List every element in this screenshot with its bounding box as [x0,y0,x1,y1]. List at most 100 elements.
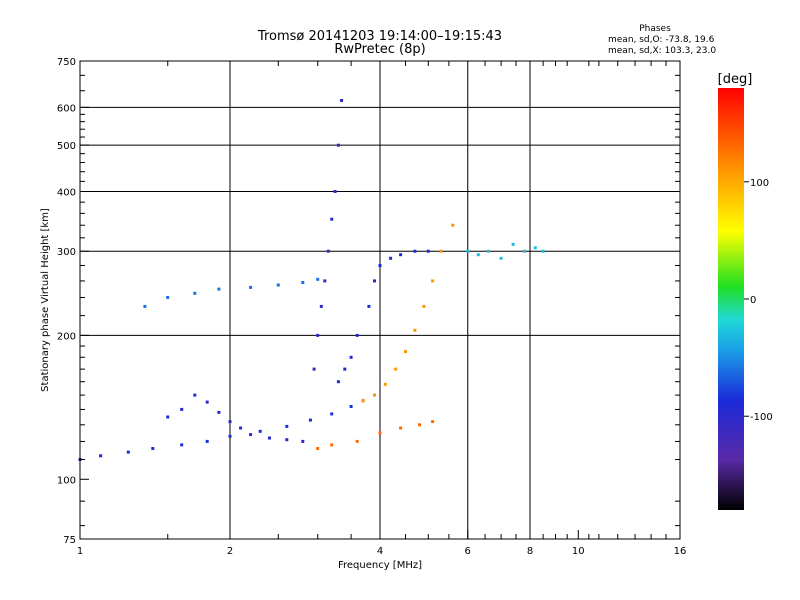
stats-line-o: mean, sd,O: -73.8, 19.6 [608,35,715,45]
data-point [143,304,147,308]
y-tick-label: 400 [57,187,76,198]
data-point [399,426,403,430]
data-point [333,190,337,193]
data-point [285,424,289,428]
data-point [511,242,515,246]
data-point [258,429,262,433]
data-point [205,439,209,443]
data-point [451,223,455,227]
data-point [316,277,320,281]
data-point [330,412,334,416]
data-point [355,333,359,337]
x-tick-label: 2 [227,546,233,557]
grid [80,61,680,539]
data-point [541,249,545,253]
data-point [228,420,232,424]
data-point [180,443,184,447]
data-point [239,426,243,430]
data-point [319,304,323,308]
data-point [336,380,340,384]
data-point [301,439,305,443]
data-point [466,249,470,253]
x-tick-label: 10 [572,546,585,557]
data-point [151,447,155,450]
data-point [316,333,320,337]
data-point [126,450,130,454]
y-tick-label: 100 [57,475,76,486]
stats-heading: Phases [639,24,671,34]
data-point [431,420,435,424]
data-point [389,256,393,260]
data-point [326,249,330,253]
data-points [78,99,545,461]
data-point [316,447,320,450]
data-point [323,279,327,283]
x-tick-label: 16 [674,546,687,557]
data-point [361,399,365,403]
x-tick-label: 4 [377,546,383,557]
chart-subtitle: RwPretec (8p) [334,42,425,57]
y-tick-label: 300 [57,247,76,258]
data-point [249,285,253,289]
data-point [217,410,221,414]
data-point [349,355,353,359]
data-point [268,436,271,440]
colorbar-label: [deg] [718,72,753,87]
data-point [404,350,407,354]
x-axis-label: Frequency [MHz] [338,560,422,571]
data-point [499,256,503,260]
x-tick-label: 1 [77,546,83,557]
data-point [205,400,209,404]
data-point [413,249,417,253]
ticks: 1 2 4 6 8 10 16 75 100 200 300 400 500 600 750 [57,57,686,557]
data-point [330,217,334,221]
data-point [217,287,221,291]
data-point [343,367,347,371]
data-point [523,249,526,253]
colorbar-tick-label: -100 [750,412,773,423]
data-point [355,439,359,443]
data-point [193,291,197,295]
data-point [349,405,353,408]
data-point [340,99,344,102]
data-point [180,407,184,411]
data-point [301,281,305,284]
data-point [533,246,537,250]
x-tick-label: 6 [465,546,471,557]
data-point [439,249,443,253]
colorbar-tick-label: 100 [750,178,769,189]
data-point [422,304,426,308]
data-point [276,283,280,287]
data-point [166,415,170,419]
data-point [399,253,403,257]
y-axis-label: Stationary phase Virtual Height [km] [40,208,51,392]
data-point [486,249,490,253]
colorbar-ticks: 100 0 -100 [744,178,773,423]
data-point [373,279,376,283]
data-point [373,393,376,397]
y-tick-label: 500 [57,141,76,152]
stats-line-x: mean, sd,X: 103.3, 23.0 [608,46,716,56]
data-point [413,328,417,332]
colorbar [718,88,744,510]
y-tick-label: 75 [63,535,76,546]
data-point [312,367,316,371]
chart-title: Tromsø 20141203 19:14:00–19:15:43 [257,29,502,44]
data-point [99,454,103,458]
y-tick-label: 600 [57,103,76,114]
data-point [330,443,334,447]
data-point [336,143,340,147]
x-tick-label: 8 [527,546,533,557]
data-point [166,296,170,299]
colorbar-tick-label: 0 [750,295,756,306]
data-point [193,393,197,397]
data-point [394,367,398,371]
data-point [378,264,382,267]
data-point [476,253,480,257]
plot-frame [79,60,681,540]
data-point [426,249,430,253]
y-tick-label: 200 [57,331,76,342]
data-point [285,438,289,442]
data-point [431,279,435,283]
